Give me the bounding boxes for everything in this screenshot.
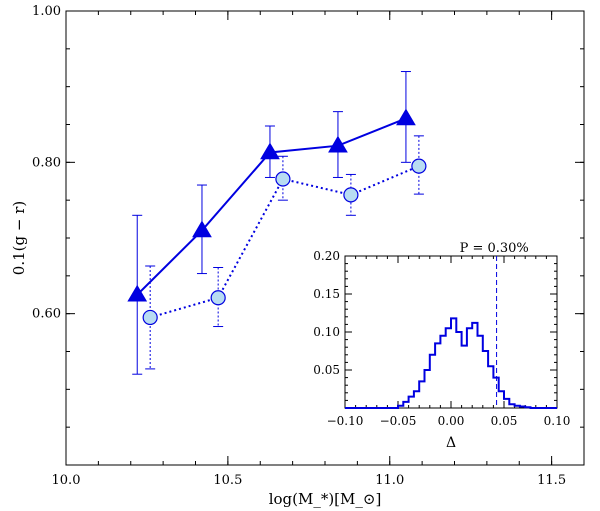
main-y-axis-label: 0.1(g − r): [10, 201, 28, 275]
series-1-point: [275, 171, 291, 187]
inset-y-tick-label: 0.15: [313, 287, 340, 301]
inset-y-tick-label: 0.05: [313, 363, 340, 377]
series-1-point: [142, 309, 158, 326]
inset-x-tick-label: 0.10: [544, 414, 571, 428]
main-axis-ticks: 10.0 10.5 11.0 11.5 0.60 0.80 1.00: [32, 4, 585, 488]
main-y-tick-label: 1.00: [32, 4, 61, 19]
inset-axis-ticks: −0.10 −0.05 0.00 0.05 0.10 0.05 0.10 0.15 0.20: [313, 249, 570, 428]
series-0-point: [396, 108, 416, 126]
series-1-point: [343, 187, 359, 203]
series-0-point: [328, 135, 348, 153]
inset-plot-frame: [344, 255, 558, 409]
series-0-point: [192, 220, 212, 238]
inset-histogram-group: [345, 256, 557, 409]
series-0-point: [127, 284, 148, 302]
main-x-tick-label: 10.0: [52, 473, 81, 488]
inset-histogram-step: [345, 317, 557, 409]
inset-x-tick-label: 0.05: [491, 414, 518, 428]
main-x-axis-label: log(M_*)[M_⊙]: [269, 490, 382, 508]
inset-x-tick-label: 0.00: [438, 414, 465, 428]
series-1-point: [411, 158, 427, 174]
series-0-point: [260, 142, 280, 160]
main-x-tick-label: 11.0: [375, 473, 404, 488]
inset-x-axis-label: Δ: [446, 435, 456, 451]
main-y-axis-label-group: 0.1(g − r): [10, 201, 28, 275]
inset-y-tick-label: 0.10: [313, 325, 340, 339]
main-x-tick-label: 11.5: [537, 473, 566, 488]
inset-probability-annotation: P = 0.30%: [460, 241, 529, 256]
inset-y-tick-label: 0.20: [313, 249, 340, 263]
main-y-tick-label: 0.80: [32, 155, 61, 170]
main-x-tick-label: 10.5: [213, 473, 242, 488]
inset-x-tick-label: −0.10: [327, 414, 364, 428]
main-y-tick-label: 0.60: [32, 307, 61, 322]
series-1-point: [210, 290, 226, 306]
inset-x-tick-label: −0.05: [380, 414, 417, 428]
main-series-group: [127, 71, 427, 375]
